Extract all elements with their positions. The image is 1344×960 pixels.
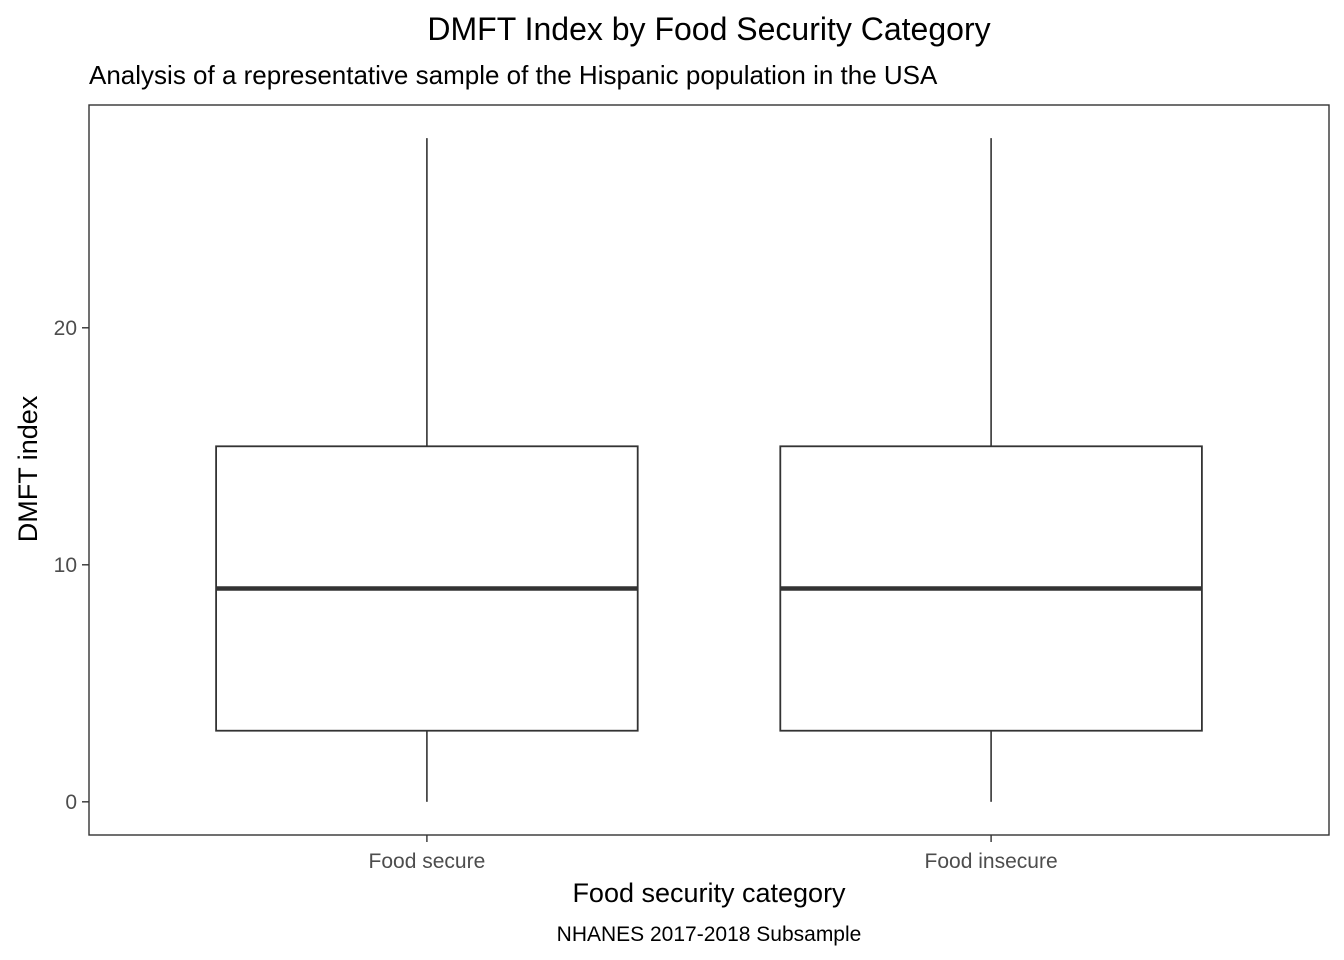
y-tick-label: 20 bbox=[54, 317, 77, 340]
y-axis-title: DMFT index bbox=[13, 395, 43, 542]
x-tick-label: Food secure bbox=[369, 850, 486, 873]
plot-panel: 0 10 20 Food secure Food insecure bbox=[54, 104, 1330, 873]
x-axis-title: Food security category bbox=[572, 878, 846, 908]
x-tick-label: Food insecure bbox=[925, 850, 1058, 873]
y-tick-label: 10 bbox=[54, 554, 77, 577]
chart-subtitle: Analysis of a representative sample of t… bbox=[89, 60, 938, 90]
y-tick-label: 0 bbox=[65, 791, 77, 814]
panel-border bbox=[88, 104, 1330, 836]
chart-caption: NHANES 2017-2018 Subsample bbox=[557, 923, 862, 946]
chart-title: DMFT Index by Food Security Category bbox=[427, 11, 990, 47]
